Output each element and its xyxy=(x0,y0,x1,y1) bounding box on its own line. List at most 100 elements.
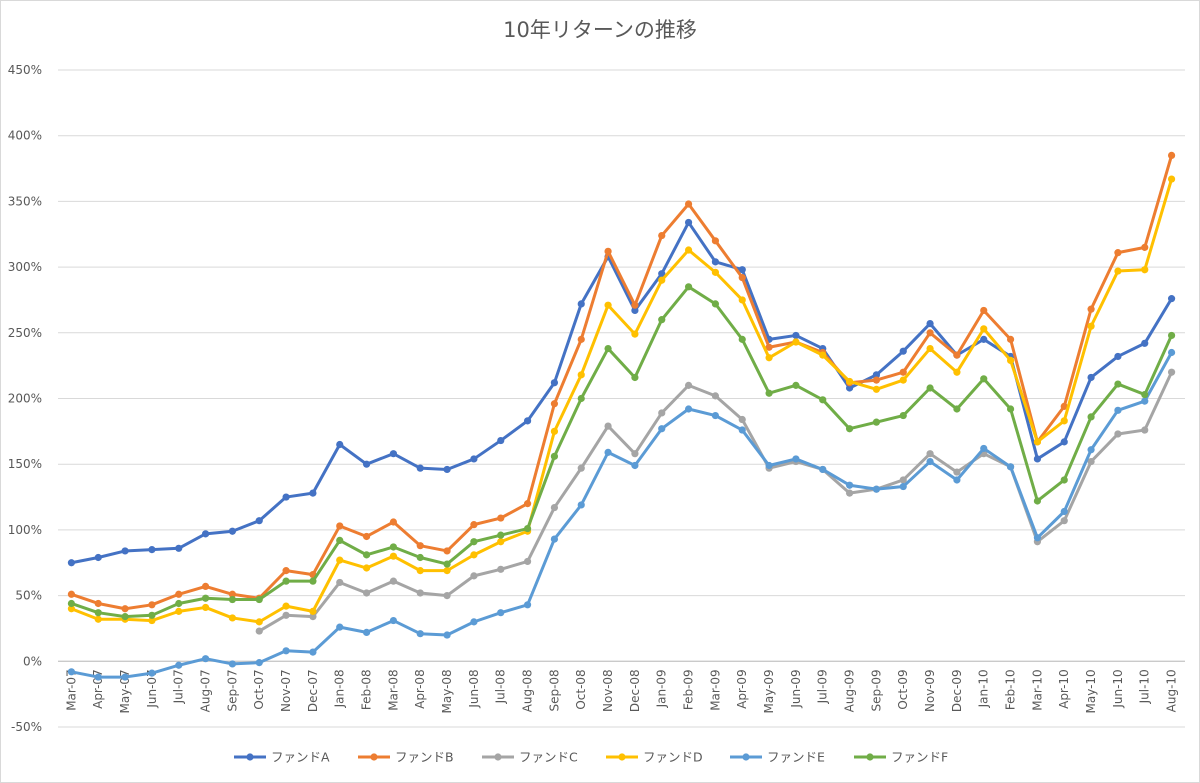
data-point xyxy=(1060,438,1068,446)
x-tick-label: Nov-07 xyxy=(279,669,293,712)
series-group xyxy=(67,283,1176,621)
x-tick-label: Sep-08 xyxy=(547,669,561,711)
data-point xyxy=(121,547,129,555)
data-point xyxy=(550,400,559,408)
data-point xyxy=(228,527,237,535)
data-point xyxy=(255,659,263,667)
x-tick-label: Jan-10 xyxy=(977,669,991,708)
data-point xyxy=(953,468,961,476)
data-point xyxy=(255,595,263,604)
data-point xyxy=(175,661,183,669)
data-point xyxy=(658,276,666,284)
legend: ファンドA ファンドB ファンドC ファンドD ファンドE ファンドF xyxy=(234,750,948,765)
data-point xyxy=(336,556,344,564)
data-point xyxy=(389,552,398,560)
y-tick-label: 350% xyxy=(8,194,42,208)
data-point xyxy=(604,344,612,353)
data-point xyxy=(1141,243,1149,251)
data-point xyxy=(362,532,371,541)
y-tick-label: 400% xyxy=(8,129,42,143)
data-point xyxy=(684,200,693,208)
data-point xyxy=(1087,373,1095,382)
x-tick-label: Jul-09 xyxy=(816,669,830,704)
data-point xyxy=(872,376,881,384)
y-tick-label: -50% xyxy=(11,720,42,734)
data-point xyxy=(792,381,800,389)
data-point xyxy=(309,607,317,615)
data-point xyxy=(470,572,478,580)
data-point xyxy=(175,607,183,615)
y-tick-label: 50% xyxy=(15,589,42,603)
data-point xyxy=(845,425,854,433)
data-point xyxy=(1141,339,1149,347)
data-point xyxy=(282,611,290,619)
data-point xyxy=(872,418,881,426)
data-point xyxy=(792,455,800,463)
x-tick-label: Oct-07 xyxy=(252,669,266,709)
data-point xyxy=(523,601,532,609)
data-point xyxy=(362,628,371,636)
data-point xyxy=(899,347,907,355)
data-point xyxy=(550,452,559,460)
x-tick-label: May-09 xyxy=(762,669,776,713)
data-point xyxy=(67,590,76,598)
data-point xyxy=(658,409,666,417)
data-point xyxy=(282,647,290,655)
data-point xyxy=(148,616,156,625)
data-point xyxy=(1033,497,1042,505)
data-point xyxy=(228,590,237,598)
x-tick-label: Feb-09 xyxy=(682,669,696,710)
data-point xyxy=(684,381,693,389)
data-point xyxy=(604,301,612,309)
data-point xyxy=(899,368,907,376)
data-point xyxy=(1060,476,1068,484)
x-tick-label: Apr-10 xyxy=(1057,669,1071,709)
legend-item: ファンドE xyxy=(730,750,825,765)
x-tick-label: May-08 xyxy=(440,669,454,713)
series-line xyxy=(69,351,1174,679)
data-point xyxy=(416,630,424,638)
data-point xyxy=(738,415,746,424)
data-point xyxy=(1087,446,1095,454)
data-point xyxy=(1167,151,1176,160)
data-point xyxy=(389,616,398,625)
series-lines xyxy=(67,151,1176,681)
data-point xyxy=(443,567,451,575)
data-point xyxy=(228,614,237,622)
x-tick-label: Jul-07 xyxy=(172,669,186,704)
data-point xyxy=(497,565,505,573)
data-point xyxy=(1141,266,1149,274)
legend-label: ファンドF xyxy=(891,750,948,765)
data-point xyxy=(550,503,559,512)
data-point xyxy=(684,405,693,413)
data-point xyxy=(67,605,76,613)
x-tick-label: Sep-07 xyxy=(225,669,239,711)
legend-label: ファンドD xyxy=(643,750,703,765)
y-tick-label: 0% xyxy=(23,654,42,668)
data-point xyxy=(497,514,505,522)
data-point xyxy=(926,320,934,328)
data-point xyxy=(1167,295,1176,303)
data-point xyxy=(845,481,854,489)
series-group xyxy=(67,218,1176,567)
x-tick-label: Apr-07 xyxy=(91,669,105,709)
data-point xyxy=(926,344,934,353)
data-point xyxy=(1167,331,1176,340)
data-point xyxy=(389,577,398,585)
data-point xyxy=(416,567,424,575)
data-point xyxy=(121,673,129,681)
data-point xyxy=(926,450,934,458)
legend-swatch-marker xyxy=(494,753,502,761)
data-point xyxy=(631,450,639,458)
data-point xyxy=(443,631,451,639)
data-point xyxy=(336,536,344,545)
x-tick-label: Feb-08 xyxy=(360,669,374,710)
data-point xyxy=(1006,356,1015,364)
data-point xyxy=(872,485,881,493)
data-point xyxy=(1006,463,1015,471)
data-point xyxy=(765,461,773,470)
x-tick-label: Dec-07 xyxy=(306,669,320,712)
data-point xyxy=(658,316,666,324)
data-point xyxy=(845,384,854,392)
